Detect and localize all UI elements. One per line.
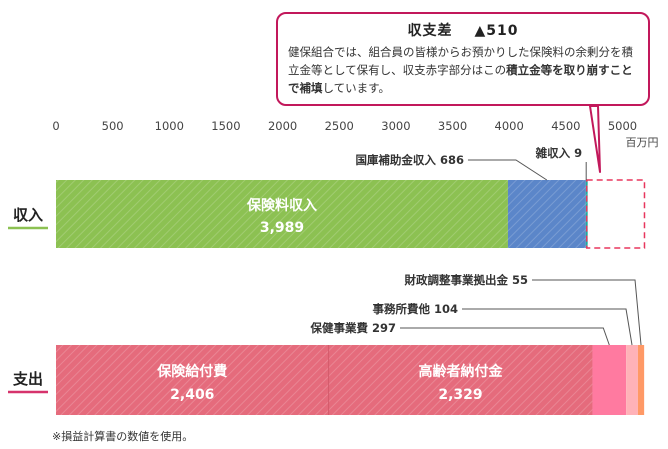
income-segment-hatch [507,180,586,248]
tick-label: 3500 [438,119,467,133]
tick-label: 5000 [608,119,637,133]
income-segment-value: 3,989 [260,220,304,236]
expense-segment-value: 2,406 [170,387,214,403]
income-segment-hatch [585,180,588,248]
callout-text-bold: 積立金等を取り崩すことで補填 [288,63,633,95]
expense-leader-label: 保健事業費 297 [309,321,396,335]
expense-segment-label: 高齢者納付金 [419,363,504,380]
callout-text-2: しています。 [322,81,391,95]
bars [56,105,646,415]
tick-label: 1500 [211,119,240,133]
leader-line [462,308,633,346]
leader-line [532,279,642,346]
expense-leader-label: 財政調整事業拠出金 55 [403,273,528,287]
category-label-income: 収入 [13,206,43,224]
footnote: ※損益計算書の数値を使用。 [52,430,194,443]
callout-body: 健保組合では、組合員の皆様からお預かりした保険料の余剰分を積立金等として保有し、… [288,43,638,97]
bar-labels: 保険料収入 3,989 国庫補助金収入 686 雑収入 9 保険給付費 2,406 高齢者納… [8,146,642,403]
callout-pointer [589,105,601,173]
income-segment-label: 保険料収入 [246,197,317,214]
expense-segment [637,345,645,415]
callout-amount: ▲510 [474,23,519,39]
income-segment-hatch [56,180,508,248]
income-leader-label: 雑収入 9 [535,146,583,160]
x-axis: 0 500 1000 1500 2000 2500 3000 3500 4000 4500 5000… [52,119,658,149]
leader-line [467,159,548,181]
expense-segment-hatch [328,345,593,415]
expense-leader-label: 事務所費他 104 [372,302,458,316]
deficit-callout: 収支差 ▲510 健保組合では、組合員の皆様からお預かりした保険料の余剰分を積立金… [276,12,650,106]
tick-label: 3000 [381,119,410,133]
callout-title: 収支差 [407,23,453,39]
leader-line [400,327,610,346]
tick-label: 4000 [495,119,524,133]
tick-label: 500 [102,119,124,133]
expense-segment-hatch [56,345,329,415]
callout-title-row: 収支差 ▲510 [288,20,638,40]
expense-segment-value: 2,329 [438,387,482,403]
tick-label: 2500 [325,119,354,133]
tick-label: 1000 [155,119,184,133]
category-label-expense: 支出 [12,370,43,388]
tick-label: 0 [52,119,59,133]
expense-segment-label: 保険給付費 [156,363,227,380]
deficit-box [585,179,646,249]
expense-segment [592,345,627,415]
tick-label: 4500 [551,119,580,133]
income-leader-label: 国庫補助金収入 686 [355,153,464,167]
expense-segment [626,345,638,415]
callout-text-1: 健保組合では、組合員の皆様からお預かりした保険料の余剰分を積立金等として保有し、… [288,45,633,77]
unit-label: 百万円 [626,136,659,149]
tick-label: 2000 [268,119,297,133]
